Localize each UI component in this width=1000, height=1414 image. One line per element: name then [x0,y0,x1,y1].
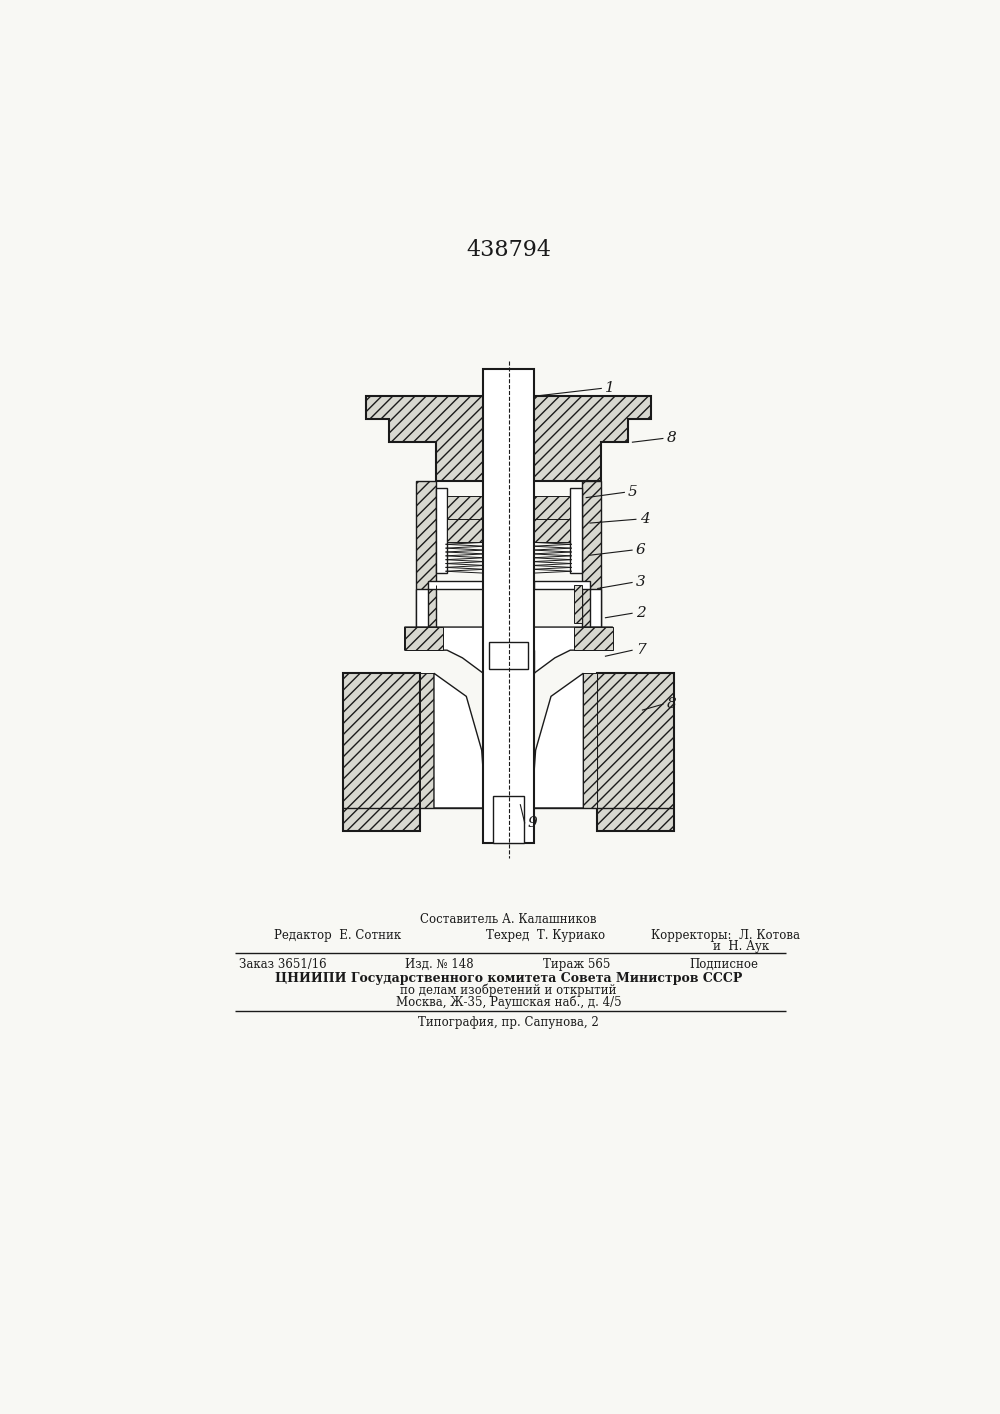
Bar [493,796,524,843]
Polygon shape [534,626,613,673]
Text: 4: 4 [640,512,649,526]
Bar [483,650,534,673]
Bar [489,642,528,669]
Polygon shape [405,626,483,673]
Text: 6: 6 [636,543,645,557]
Polygon shape [416,581,483,626]
Text: ЦНИИПИ Государственного комитета Совета Министров СССР: ЦНИИПИ Государственного комитета Совета … [275,971,742,984]
Text: 5: 5 [628,485,638,499]
Text: 7: 7 [636,643,645,658]
Text: Москва, Ж-35, Раушская наб., д. 4/5: Москва, Ж-35, Раушская наб., д. 4/5 [396,995,621,1008]
Text: 438794: 438794 [466,239,551,260]
Polygon shape [534,496,570,519]
Text: 2: 2 [636,607,645,621]
Text: Подписное: Подписное [690,957,759,971]
Text: Корректоры:  Л. Котова: Корректоры: Л. Котова [651,929,800,942]
Text: 8: 8 [666,697,676,711]
Text: Редактор  Е. Сотник: Редактор Е. Сотник [274,929,401,942]
Polygon shape [530,673,583,827]
Polygon shape [582,481,601,626]
Polygon shape [343,673,420,831]
Text: 8: 8 [666,431,676,445]
Polygon shape [416,481,436,626]
Polygon shape [574,626,613,650]
Text: Техред  Т. Куриако: Техред Т. Куриако [486,929,605,942]
Text: 1: 1 [605,382,615,396]
Polygon shape [447,519,483,543]
Text: Типография, пр. Сапунова, 2: Типография, пр. Сапунова, 2 [418,1015,599,1028]
Text: Составитель А. Калашников: Составитель А. Калашников [420,913,597,926]
Polygon shape [434,673,487,827]
Polygon shape [597,673,674,831]
Polygon shape [447,496,483,519]
Polygon shape [405,626,443,650]
Text: Заказ 3651/16: Заказ 3651/16 [239,957,327,971]
Bar [483,369,534,843]
Bar [570,488,582,573]
Text: Тираж 565: Тираж 565 [543,957,611,971]
Polygon shape [420,673,434,807]
Text: 9: 9 [528,816,538,830]
Polygon shape [366,396,651,481]
Polygon shape [574,585,582,624]
Polygon shape [534,519,570,543]
Text: Изд. № 148: Изд. № 148 [405,957,473,971]
Polygon shape [534,581,601,626]
Text: и  Н. Аук: и Н. Аук [713,940,769,953]
Text: по делам изобретений и открытий: по делам изобретений и открытий [400,984,617,997]
Bar [436,488,447,573]
Text: 3: 3 [636,575,645,590]
Polygon shape [583,673,597,807]
